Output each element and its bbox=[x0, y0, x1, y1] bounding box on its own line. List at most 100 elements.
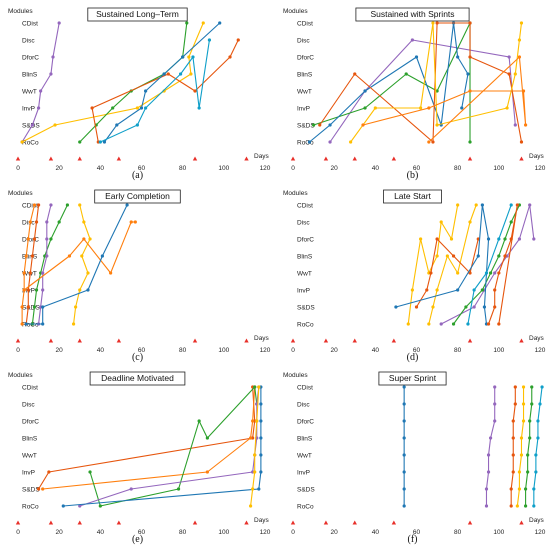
data-point bbox=[144, 89, 148, 93]
y-tick-label: CDist bbox=[22, 21, 38, 28]
x-tick-label: 120 bbox=[260, 165, 271, 172]
series-line bbox=[91, 39, 239, 143]
panel-6: Modules CDist Disc DforC BlinS WwT InvP S&DS RoC… bbox=[283, 371, 546, 545]
data-point bbox=[497, 271, 501, 275]
data-point bbox=[30, 254, 35, 258]
chart-title-box bbox=[378, 371, 447, 386]
data-point bbox=[26, 305, 30, 309]
y-tick-label: RoCo bbox=[22, 504, 39, 511]
data-point bbox=[78, 203, 82, 207]
milestone-marker bbox=[323, 338, 329, 343]
data-point bbox=[311, 123, 316, 127]
panel-1: ModulesCDistDiscDforCBlinSWwTInvPS&DSRoC… bbox=[8, 7, 271, 181]
milestone-marker bbox=[391, 156, 397, 161]
y-tick-label: Disc bbox=[22, 38, 35, 45]
data-point bbox=[523, 123, 528, 127]
data-point bbox=[57, 220, 61, 224]
data-point bbox=[201, 21, 205, 25]
milestone-marker bbox=[116, 156, 122, 161]
data-point bbox=[98, 140, 102, 144]
milestone-marker bbox=[290, 156, 296, 161]
data-point bbox=[78, 288, 82, 292]
milestone-marker bbox=[48, 156, 54, 161]
data-point bbox=[460, 106, 464, 110]
data-point bbox=[431, 21, 435, 25]
milestone-marker bbox=[116, 338, 122, 343]
data-point bbox=[513, 123, 517, 127]
data-point bbox=[513, 72, 517, 76]
data-point bbox=[45, 220, 49, 224]
y-tick-label: CDist bbox=[297, 203, 313, 210]
data-point bbox=[57, 21, 61, 25]
data-point bbox=[507, 72, 511, 76]
data-point bbox=[521, 419, 526, 423]
series-line bbox=[440, 204, 535, 325]
panel-caption: (f) bbox=[408, 534, 418, 545]
data-point bbox=[509, 504, 513, 508]
data-point bbox=[80, 254, 84, 258]
data-point bbox=[185, 21, 189, 25]
data-point bbox=[349, 140, 353, 144]
chart-title: Sustained with Sprints bbox=[370, 9, 454, 19]
x-tick-label: 100 bbox=[218, 165, 229, 172]
data-point bbox=[528, 436, 532, 440]
y-tick-label: S&DS bbox=[22, 305, 40, 312]
x-axis-label: Days bbox=[529, 335, 545, 342]
data-point bbox=[435, 237, 439, 241]
data-point bbox=[24, 254, 28, 258]
data-point bbox=[205, 470, 209, 474]
data-point bbox=[181, 55, 185, 59]
data-point bbox=[36, 487, 41, 491]
data-point bbox=[253, 453, 257, 457]
milestone-marker bbox=[77, 520, 82, 525]
data-point bbox=[100, 254, 104, 258]
series-line bbox=[485, 387, 496, 506]
milestone-marker bbox=[391, 338, 397, 343]
data-point bbox=[22, 288, 26, 292]
data-point bbox=[468, 140, 472, 144]
chart-title: Late Start bbox=[394, 191, 431, 201]
data-point bbox=[468, 21, 472, 25]
data-point bbox=[82, 220, 86, 224]
data-point bbox=[22, 271, 26, 275]
data-point bbox=[125, 203, 129, 207]
data-point bbox=[493, 419, 497, 423]
chart-title-box bbox=[87, 7, 188, 22]
data-point bbox=[248, 504, 253, 508]
data-point bbox=[179, 72, 183, 76]
y-tick-label: InvP bbox=[297, 470, 310, 477]
data-point bbox=[41, 305, 45, 309]
x-axis-label: Days bbox=[529, 517, 545, 524]
data-point bbox=[34, 288, 39, 292]
data-point bbox=[82, 237, 86, 241]
data-point bbox=[205, 436, 209, 440]
milestone-marker bbox=[467, 338, 473, 343]
series-line bbox=[104, 22, 221, 143]
data-point bbox=[513, 402, 517, 406]
series-line bbox=[100, 39, 210, 143]
x-tick-label: 100 bbox=[493, 529, 504, 536]
y-axis-label: Modules bbox=[8, 372, 33, 379]
data-point bbox=[86, 271, 90, 275]
panel-3: ModulesCDistDiscDforCBlinSWwTInvPS&DSRoC… bbox=[8, 189, 271, 363]
x-tick-label: 80 bbox=[179, 347, 187, 354]
data-point bbox=[511, 436, 515, 440]
panel-2: Modules CDist Disc DforC BlinS WwT InvP S&DS RoC… bbox=[283, 7, 546, 181]
data-point bbox=[515, 504, 519, 508]
data-point bbox=[489, 271, 493, 275]
data-point bbox=[20, 140, 24, 144]
data-point bbox=[528, 203, 532, 207]
y-tick-label: DforC bbox=[22, 419, 39, 426]
series-line bbox=[38, 204, 52, 325]
data-point bbox=[74, 305, 78, 309]
x-tick-label: 40 bbox=[372, 165, 380, 172]
x-tick-label: 60 bbox=[138, 347, 146, 354]
data-point bbox=[445, 254, 449, 258]
data-point bbox=[176, 487, 181, 491]
data-point bbox=[402, 385, 406, 389]
milestone-marker bbox=[352, 520, 357, 525]
data-point bbox=[521, 89, 526, 93]
data-point bbox=[30, 123, 35, 127]
data-point bbox=[98, 504, 102, 508]
data-point bbox=[451, 322, 456, 326]
